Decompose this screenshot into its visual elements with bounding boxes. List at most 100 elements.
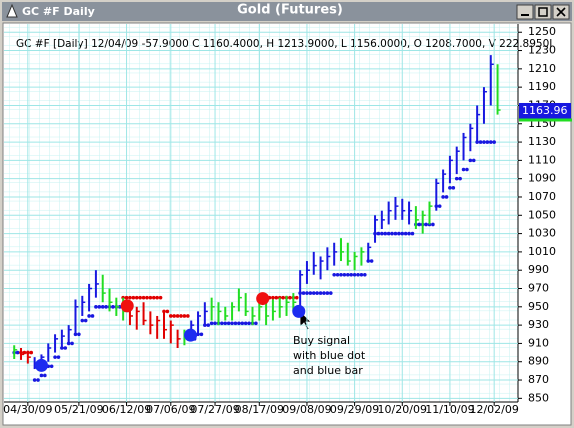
annotation: Buy signal xyxy=(293,334,350,347)
stop-dot xyxy=(417,222,422,227)
stop-dot xyxy=(63,346,68,350)
maximize-glyph xyxy=(538,7,548,17)
stop-dot xyxy=(104,305,108,309)
stop-dot xyxy=(271,295,275,300)
stop-dot xyxy=(77,332,81,337)
stop-dot xyxy=(148,295,153,300)
window-buttons[interactable] xyxy=(516,4,570,20)
stop-dot xyxy=(437,204,442,208)
stop-dot xyxy=(454,176,459,181)
stop-dot xyxy=(165,309,170,314)
y-tick-label: 1070 xyxy=(528,190,556,203)
y-tick-label: 1230 xyxy=(528,44,556,57)
stop-dot xyxy=(274,295,279,300)
stop-dot xyxy=(254,321,258,326)
stop-dot xyxy=(346,272,350,277)
stop-dot xyxy=(335,272,340,277)
stop-dot xyxy=(403,231,408,236)
stop-dot xyxy=(393,231,398,236)
stop-dot xyxy=(380,231,384,236)
stop-dot xyxy=(213,321,217,326)
stop-dot xyxy=(359,272,364,277)
x-tick-label: 12/02/09 xyxy=(469,403,518,416)
y-tick-label: 870 xyxy=(528,373,549,386)
stop-dot xyxy=(56,355,61,359)
stop-dot xyxy=(87,314,91,318)
stop-dot xyxy=(145,295,149,300)
y-tick-label: 990 xyxy=(528,263,549,276)
stop-dot xyxy=(247,321,251,326)
y-tick-label: 970 xyxy=(528,282,549,295)
x-tick-label: 07/06/09 xyxy=(146,403,195,416)
stop-dot xyxy=(83,318,88,323)
signal-dot xyxy=(184,328,198,342)
y-tick-label: 1030 xyxy=(528,227,556,240)
y-tick-label: 1050 xyxy=(528,208,556,221)
stop-dot xyxy=(288,295,292,300)
x-tick-label: 05/21/09 xyxy=(54,403,103,416)
y-tick-label: 1250 xyxy=(528,25,556,38)
stop-dot xyxy=(240,321,245,326)
stop-dot xyxy=(444,195,449,199)
stop-dot xyxy=(407,231,411,236)
stop-dot xyxy=(29,350,34,355)
annotation: with blue dot xyxy=(293,349,366,362)
stop-dot xyxy=(206,323,211,327)
stop-dot xyxy=(151,295,156,300)
stop-dot xyxy=(451,186,456,190)
stop-dot xyxy=(39,373,44,378)
stop-dot xyxy=(383,231,388,236)
y-tick-label: 1090 xyxy=(528,172,556,185)
stop-dot xyxy=(325,291,330,295)
stop-dot xyxy=(311,291,316,295)
stop-dot xyxy=(332,272,336,277)
stop-dot xyxy=(226,321,231,326)
last-price-label: 1163.96 xyxy=(522,104,568,117)
y-tick-label: 930 xyxy=(528,318,549,331)
annotation: and blue bar xyxy=(293,364,363,377)
stop-dot xyxy=(43,373,47,378)
signal-dot xyxy=(34,358,48,372)
stop-dot xyxy=(339,272,343,277)
stop-dot xyxy=(97,305,102,309)
stop-dot xyxy=(155,295,159,300)
stop-dot xyxy=(318,291,323,295)
stop-dot xyxy=(223,321,228,326)
y-tick-label: 1130 xyxy=(528,135,556,148)
x-tick-label: 10/20/09 xyxy=(378,403,427,416)
stop-dot xyxy=(328,291,333,295)
close-glyph xyxy=(556,7,566,17)
stop-dot xyxy=(230,321,234,326)
signal-dot xyxy=(120,299,134,313)
stop-dot xyxy=(15,350,20,355)
y-tick-label: 1110 xyxy=(528,153,556,166)
stop-dot xyxy=(342,272,347,277)
stop-dot xyxy=(305,291,309,295)
stop-dot xyxy=(410,231,415,236)
y-tick-label: 850 xyxy=(528,391,549,404)
maximize-button[interactable] xyxy=(534,4,552,20)
stop-dot xyxy=(128,295,132,300)
stop-dot xyxy=(32,378,37,382)
stop-dot xyxy=(243,321,248,326)
stop-dot xyxy=(111,305,115,309)
x-tick-label: 11/10/09 xyxy=(425,403,474,416)
stop-dot xyxy=(124,295,129,300)
stop-dot xyxy=(400,231,405,236)
stop-dot xyxy=(397,231,401,236)
x-tick-label: 04/30/09 xyxy=(3,403,52,416)
y-tick-label: 950 xyxy=(528,300,549,313)
stop-dot xyxy=(352,272,357,277)
y-tick-label: 910 xyxy=(528,336,549,349)
stop-dot xyxy=(117,305,122,309)
stop-dot xyxy=(441,195,445,199)
stop-dot xyxy=(131,295,136,300)
stop-dot xyxy=(281,295,285,300)
signal-dot xyxy=(256,292,270,306)
minimize-button[interactable] xyxy=(516,4,534,20)
stop-dot xyxy=(448,186,452,190)
y-tick-label: 1010 xyxy=(528,245,556,258)
stop-dot xyxy=(141,295,146,300)
stop-dot xyxy=(482,140,486,144)
